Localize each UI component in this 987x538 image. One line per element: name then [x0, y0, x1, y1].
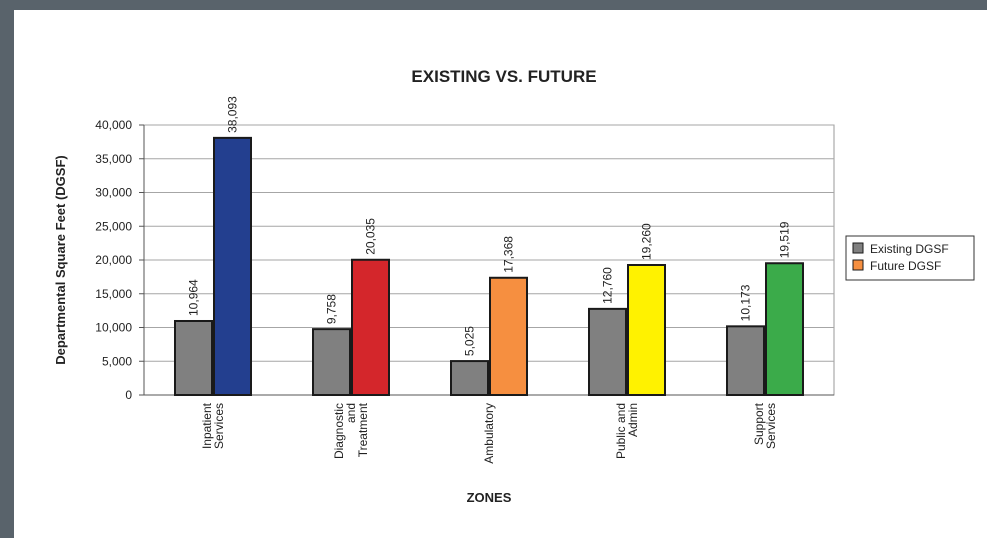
bar-future	[489, 276, 528, 396]
y-tick-label: 0	[125, 388, 132, 402]
data-label: 20,035	[364, 218, 378, 255]
chart-panel: 0 5,000 10,000 15,000 20,000 25,000 30,000 35,0…	[14, 10, 987, 538]
data-label: 10,173	[739, 284, 753, 321]
data-label: 9,758	[325, 294, 339, 324]
bar-existing	[312, 328, 351, 397]
x-tick-label-line: Public and	[614, 403, 628, 459]
data-label: 19,519	[778, 221, 792, 258]
data-label: 10,964	[187, 279, 201, 316]
bar-future	[627, 263, 666, 396]
y-tick-label: 10,000	[95, 321, 132, 335]
bar-existing	[174, 319, 213, 397]
y-tick-label: 25,000	[95, 219, 132, 233]
x-tick-label-line: Admin	[626, 403, 640, 437]
data-label: 17,368	[502, 236, 516, 273]
x-tick-label: Ambulatory	[482, 403, 496, 464]
x-tick-label: InpatientServices	[200, 402, 226, 449]
y-tick-label: 30,000	[95, 186, 132, 200]
bar-existing	[588, 307, 627, 396]
x-tick-label-line: Inpatient	[200, 402, 214, 449]
bar-future	[765, 262, 804, 396]
y-axis-title: Departmental Square Feet (DGSF)	[53, 155, 68, 365]
legend-label: Existing DGSF	[870, 242, 949, 256]
x-tick-label: Public andAdmin	[614, 403, 640, 459]
x-tick-label-line: Services	[212, 403, 226, 449]
x-tick-label-line: Support	[752, 402, 766, 445]
legend-box	[845, 235, 975, 281]
bar-future	[213, 136, 252, 396]
y-tick-label: 35,000	[95, 152, 132, 166]
bar-existing	[450, 360, 489, 396]
x-tick-label-line: Ambulatory	[482, 403, 496, 464]
y-tick-label: 40,000	[95, 118, 132, 132]
data-label: 12,760	[601, 267, 615, 304]
legend-label: Future DGSF	[870, 259, 941, 273]
x-tick-label: SupportServices	[752, 402, 778, 449]
x-tick-label-line: and	[344, 403, 358, 423]
x-tick-label-line: Services	[764, 403, 778, 449]
x-tick-label: DiagnosticandTreatment	[332, 402, 370, 459]
x-axis-title: ZONES	[467, 490, 512, 505]
x-tick-label-line: Treatment	[356, 402, 370, 457]
y-tick-label: 20,000	[95, 253, 132, 267]
data-label: 5,025	[463, 326, 477, 356]
data-label: 38,093	[226, 96, 240, 133]
bar-future	[351, 258, 390, 396]
y-tick-label: 15,000	[95, 287, 132, 301]
bar-chart: 0 5,000 10,000 15,000 20,000 25,000 30,000 35,0…	[53, 67, 975, 505]
bar-existing	[726, 325, 765, 396]
legend-swatch	[852, 259, 864, 271]
legend-swatch	[852, 242, 864, 254]
y-tick-label: 5,000	[102, 354, 132, 368]
chart-title: EXISTING VS. FUTURE	[411, 67, 596, 86]
x-tick-label-line: Diagnostic	[332, 403, 346, 459]
data-label: 19,260	[640, 223, 654, 260]
